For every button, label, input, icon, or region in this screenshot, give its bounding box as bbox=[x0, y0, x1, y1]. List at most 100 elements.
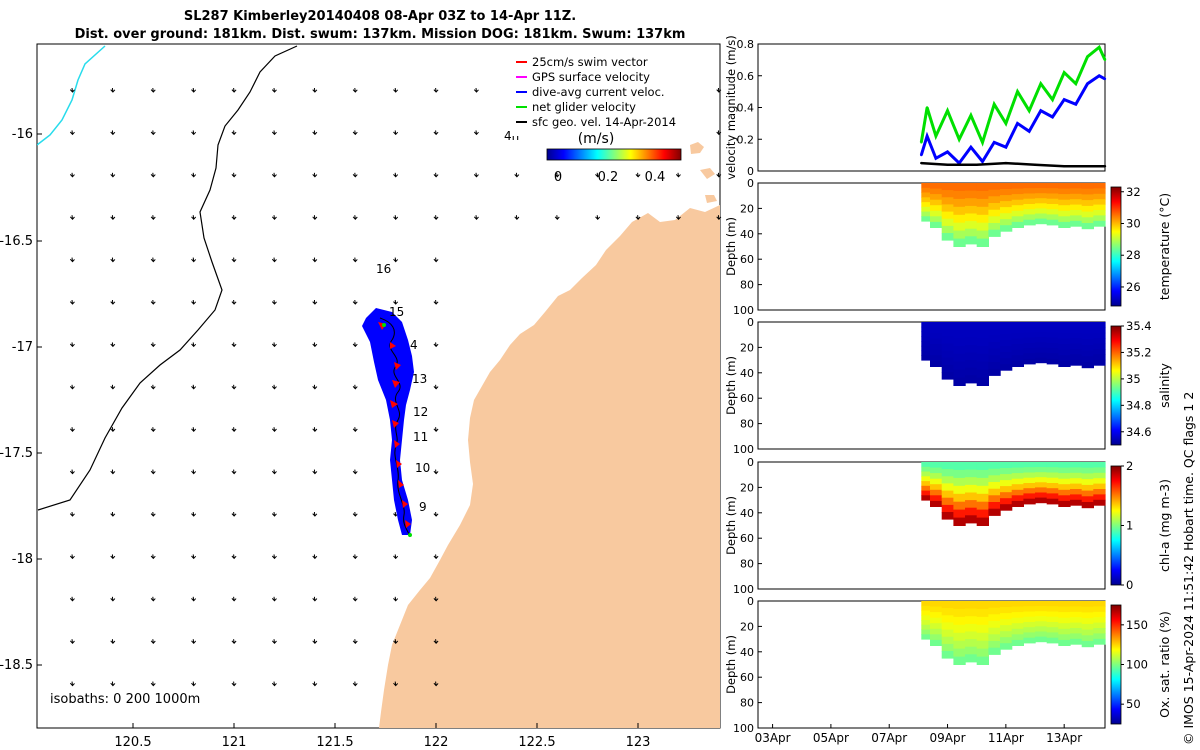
profile-cell bbox=[1023, 209, 1036, 215]
profile-cell bbox=[1081, 217, 1094, 224]
geo-arrow bbox=[433, 384, 439, 390]
profile-cell bbox=[1011, 639, 1024, 646]
profile-cell bbox=[1035, 208, 1048, 214]
profile-cell bbox=[930, 210, 943, 217]
chart-title-line-1: SL287 Kimberley20140408 08-Apr 03Z to 14… bbox=[183, 9, 577, 24]
y-tick-label: 0.6 bbox=[737, 70, 755, 83]
profile-cell bbox=[930, 221, 943, 228]
profile-cell bbox=[1070, 611, 1083, 618]
y-tick-label: -17 bbox=[12, 340, 33, 355]
profile-cell bbox=[1081, 333, 1094, 340]
profile-cell bbox=[965, 654, 978, 663]
geo-arrow bbox=[231, 299, 237, 305]
profile-cell bbox=[953, 648, 966, 657]
profile-cell bbox=[976, 485, 989, 495]
profile-cell bbox=[1000, 480, 1013, 487]
profile-cell bbox=[1081, 641, 1094, 648]
profile-cell bbox=[941, 211, 954, 220]
profile-cell bbox=[930, 612, 943, 619]
geo-arrow bbox=[433, 554, 439, 560]
profile-cell bbox=[1081, 601, 1094, 608]
profile-cell bbox=[1081, 629, 1094, 636]
profile-cell bbox=[1058, 601, 1071, 608]
profile-cell bbox=[953, 337, 966, 347]
geo-arrow bbox=[312, 299, 318, 305]
y-tick-label: 80 bbox=[740, 418, 754, 431]
profile-cell bbox=[1070, 633, 1083, 640]
series-line bbox=[919, 74, 1106, 166]
profile-cell bbox=[965, 477, 978, 486]
geo-arrow bbox=[191, 681, 197, 687]
profile-cell bbox=[1070, 606, 1083, 613]
profile-cell bbox=[930, 183, 943, 190]
profile-cell bbox=[953, 469, 966, 479]
profile-cell bbox=[1081, 484, 1094, 492]
profile-cell bbox=[1070, 349, 1083, 355]
profile-cell bbox=[921, 187, 931, 194]
geo-arrow bbox=[352, 172, 358, 178]
profile-cell bbox=[921, 197, 931, 203]
profile-cell bbox=[1058, 462, 1071, 469]
geo-arrow bbox=[191, 299, 197, 305]
geo-arrow bbox=[352, 511, 358, 517]
geo-arrow bbox=[312, 469, 318, 475]
profile-cell bbox=[1011, 344, 1024, 351]
profile-cell bbox=[953, 369, 966, 378]
data-point bbox=[920, 153, 923, 157]
geo-arrow bbox=[69, 172, 75, 178]
geo-arrow bbox=[433, 257, 439, 263]
profile-cell bbox=[988, 183, 1001, 191]
profile-cell bbox=[941, 608, 954, 616]
profile-cell bbox=[1058, 495, 1071, 502]
profile-cell bbox=[941, 504, 954, 513]
profile-cell bbox=[1058, 355, 1071, 362]
geo-arrow bbox=[191, 87, 197, 93]
island-group bbox=[690, 142, 704, 154]
profile-cell bbox=[976, 183, 989, 192]
profile-cell bbox=[988, 495, 1001, 503]
data-point bbox=[1074, 103, 1077, 106]
y-tick-label: 100 bbox=[733, 443, 754, 456]
profile-cell bbox=[953, 477, 966, 487]
profile-cell bbox=[1058, 221, 1071, 228]
profile-cell bbox=[1023, 477, 1036, 484]
profile-cell bbox=[1058, 327, 1071, 334]
geo-arrow bbox=[191, 469, 197, 475]
geo-arrow bbox=[110, 215, 116, 220]
profile-cell bbox=[1000, 364, 1013, 371]
geo-arrow bbox=[473, 87, 479, 93]
profile-cell bbox=[965, 500, 978, 509]
data-point bbox=[975, 163, 978, 166]
profile-cell bbox=[1093, 467, 1106, 474]
profile-cell bbox=[921, 624, 931, 631]
island-group bbox=[705, 195, 717, 203]
colorbar-label: Ox. sat. ratio (%) bbox=[1157, 611, 1172, 718]
profile-cell bbox=[953, 230, 966, 239]
profile-cell bbox=[1081, 356, 1094, 363]
profile-cell bbox=[1046, 343, 1059, 349]
profile-cell bbox=[1058, 322, 1071, 329]
geo-arrow bbox=[312, 172, 318, 178]
geo-arrow bbox=[312, 130, 318, 136]
geo-arrow bbox=[473, 172, 479, 178]
profile-cell bbox=[976, 345, 989, 355]
geo-arrow bbox=[150, 427, 156, 432]
profile-cell bbox=[953, 198, 966, 208]
profile-cell bbox=[1070, 462, 1083, 468]
profile-cell bbox=[1093, 601, 1106, 607]
profile-cell bbox=[953, 190, 966, 200]
profile-cell bbox=[1035, 601, 1048, 607]
data-point bbox=[925, 134, 929, 138]
profile-cell bbox=[1000, 625, 1013, 632]
profile-cell bbox=[1035, 621, 1048, 627]
day-label: 13 bbox=[412, 372, 427, 386]
data-point bbox=[1103, 58, 1107, 62]
geo-arrow bbox=[393, 681, 399, 687]
profile-cell bbox=[988, 641, 1001, 649]
geo-arrow bbox=[231, 681, 237, 687]
profile-cell bbox=[1023, 188, 1036, 194]
geo-arrow bbox=[635, 215, 641, 220]
geo-arrow bbox=[271, 130, 277, 136]
profile-cell bbox=[953, 509, 966, 518]
profile-cell bbox=[1035, 327, 1048, 333]
